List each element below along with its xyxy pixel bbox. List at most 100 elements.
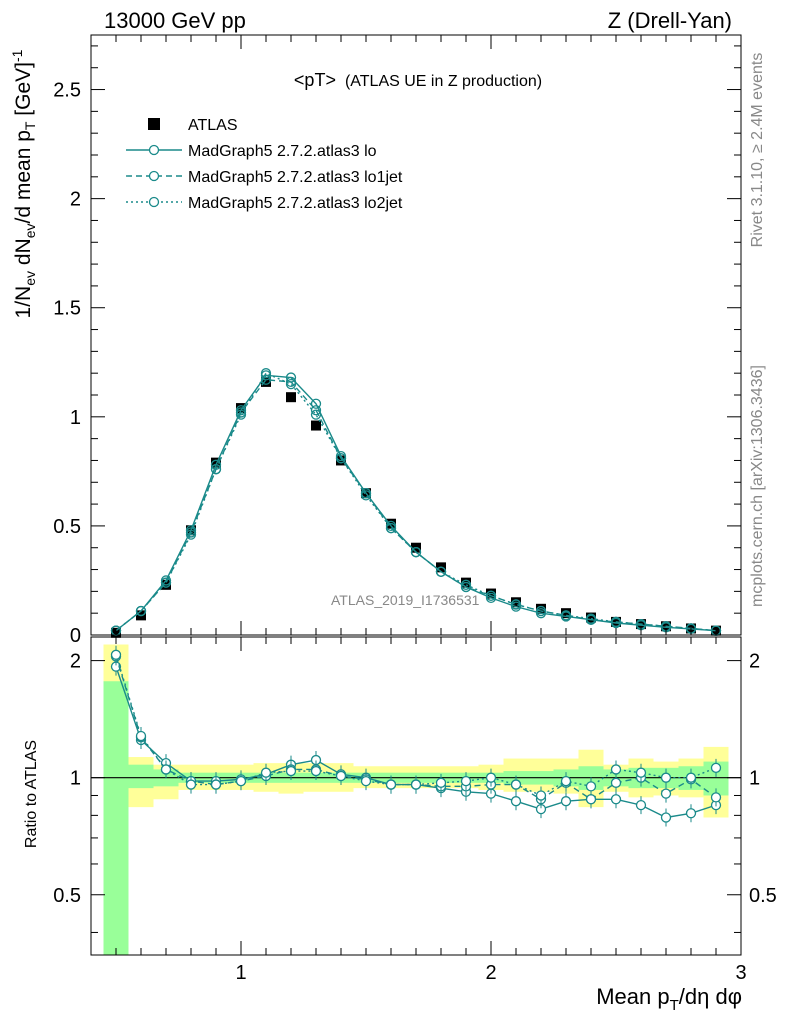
legend-marker	[148, 170, 160, 182]
legend: ATLAS MadGraph5 2.7.2.atlas3 lo MadGraph5 …	[126, 117, 403, 212]
series-point	[360, 490, 372, 501]
ratio-point	[310, 765, 322, 777]
main-ytick-label: 1.5	[53, 298, 81, 320]
series-point	[485, 590, 497, 601]
main-title-primary: <pT>	[294, 70, 336, 90]
series-point	[610, 616, 622, 628]
main-title-secondary: (ATLAS UE in Z production)	[345, 73, 542, 90]
series-point	[585, 613, 597, 624]
series-point	[310, 409, 322, 420]
series-point	[260, 374, 272, 385]
ratio-ytick-label-right: 0.5	[749, 885, 777, 907]
ratio-point	[610, 794, 622, 805]
ratio-point	[335, 770, 347, 782]
series-point	[435, 566, 447, 577]
ratio-point	[435, 777, 447, 788]
ratio-point	[610, 777, 622, 788]
ratio-point	[360, 775, 372, 787]
legend-label: MadGraph5 2.7.2.atlas3 lo1jet	[188, 169, 403, 186]
ratio-ytick-label: 2	[70, 651, 81, 673]
ratio-point	[660, 772, 672, 783]
legend-label: ATLAS	[188, 117, 238, 134]
ratio-point	[585, 781, 597, 792]
ratio-point	[285, 765, 297, 777]
main-title: <pT> (ATLAS UE in Z production)	[294, 70, 542, 90]
ratio-panel: 0.5 0.5 1 1 2 2 1 2 3 Ratio to ATLAS Mean pT/dη …	[23, 636, 777, 1014]
ratio-point	[210, 779, 222, 790]
ratio-point	[110, 649, 122, 660]
legend-label: MadGraph5 2.7.2.atlas3 lo2jet	[188, 195, 403, 212]
series-point	[185, 529, 197, 540]
series-point	[560, 610, 572, 621]
ratio-ytick-label: 1	[70, 768, 81, 790]
x-tick-label: 3	[735, 962, 746, 984]
ratio-point	[685, 808, 697, 819]
x-axis-label: Mean pT/dη dφ	[596, 984, 742, 1014]
ratio-point	[185, 779, 197, 790]
ratio-point	[610, 764, 622, 775]
ratio-point	[135, 730, 147, 742]
ratio-series-dotted	[110, 645, 722, 805]
legend-label: MadGraph5 2.7.2.atlas3 lo	[188, 143, 377, 160]
ratio-point	[585, 794, 597, 805]
series-point	[385, 522, 397, 534]
main-ytick-label: 1	[70, 407, 81, 429]
ratio-point	[710, 792, 722, 803]
series-point	[410, 546, 422, 558]
x-tick-label: 2	[485, 962, 496, 984]
rivet-version-label: Rivet 3.1.10, ≥ 2.4M events	[749, 53, 766, 248]
series-point	[160, 577, 172, 588]
ratio-ytick-label: 0.5	[53, 885, 81, 907]
series-point	[210, 464, 222, 475]
x-tick-label: 1	[235, 962, 246, 984]
ratio-ylabel: Ratio to ATLAS	[23, 740, 40, 848]
legend-marker	[148, 196, 160, 208]
ratio-point	[235, 775, 247, 787]
ratio-point	[160, 764, 172, 775]
ratio-point	[260, 767, 272, 778]
series-point	[460, 579, 472, 590]
series-point	[535, 605, 547, 617]
ratio-point	[660, 788, 672, 799]
ratio-point	[560, 796, 572, 807]
series-line	[115, 372, 717, 632]
ratio-point	[635, 799, 647, 811]
legend-marker	[148, 118, 160, 130]
ratio-line	[115, 666, 717, 819]
series-point	[310, 398, 322, 409]
ratio-point	[710, 762, 722, 773]
data-point	[586, 612, 596, 623]
analysis-watermark: ATLAS_2019_I1736531	[331, 592, 480, 608]
header-left-label: 13000 GeV pp	[104, 8, 246, 33]
ratio-ytick-label-right: 2	[749, 651, 760, 673]
main-ytick-label: 0.5	[53, 516, 81, 538]
main-ylabel: 1/Nev dNev/d mean pT [GeV]-1	[9, 49, 38, 318]
data-point	[261, 376, 271, 387]
main-ytick-label: 2	[70, 189, 81, 211]
uncertainty-band-green	[128, 764, 154, 789]
series-point	[285, 378, 297, 390]
series-point	[260, 368, 272, 379]
main-panel: ATLAS_2019_I1736531 0 0.5 1 1.5 2 2.5 ATLAS Ma…	[9, 34, 742, 647]
ratio-point	[685, 772, 697, 783]
ratio-series-solid	[110, 657, 722, 827]
ratio-point	[510, 796, 522, 807]
ratio-point	[560, 775, 572, 787]
ratio-point	[410, 779, 422, 790]
data-point	[211, 457, 221, 468]
series-point	[235, 409, 247, 420]
series-dotted	[110, 368, 722, 636]
ratio-point	[385, 779, 397, 790]
ratio-point	[510, 779, 522, 790]
header-right-label: Z (Drell-Yan)	[608, 8, 732, 33]
data-point	[561, 608, 571, 619]
ratio-ytick-label-right: 1	[749, 768, 760, 790]
data-point	[311, 420, 321, 431]
ratio-point	[485, 772, 497, 783]
series-point	[335, 453, 347, 464]
main-ytick-label: 2.5	[53, 80, 81, 102]
mcplots-label: mcplots.cern.ch [arXiv:1306.3436]	[749, 365, 766, 607]
ratio-point	[460, 775, 472, 787]
ratio-point	[660, 812, 672, 823]
